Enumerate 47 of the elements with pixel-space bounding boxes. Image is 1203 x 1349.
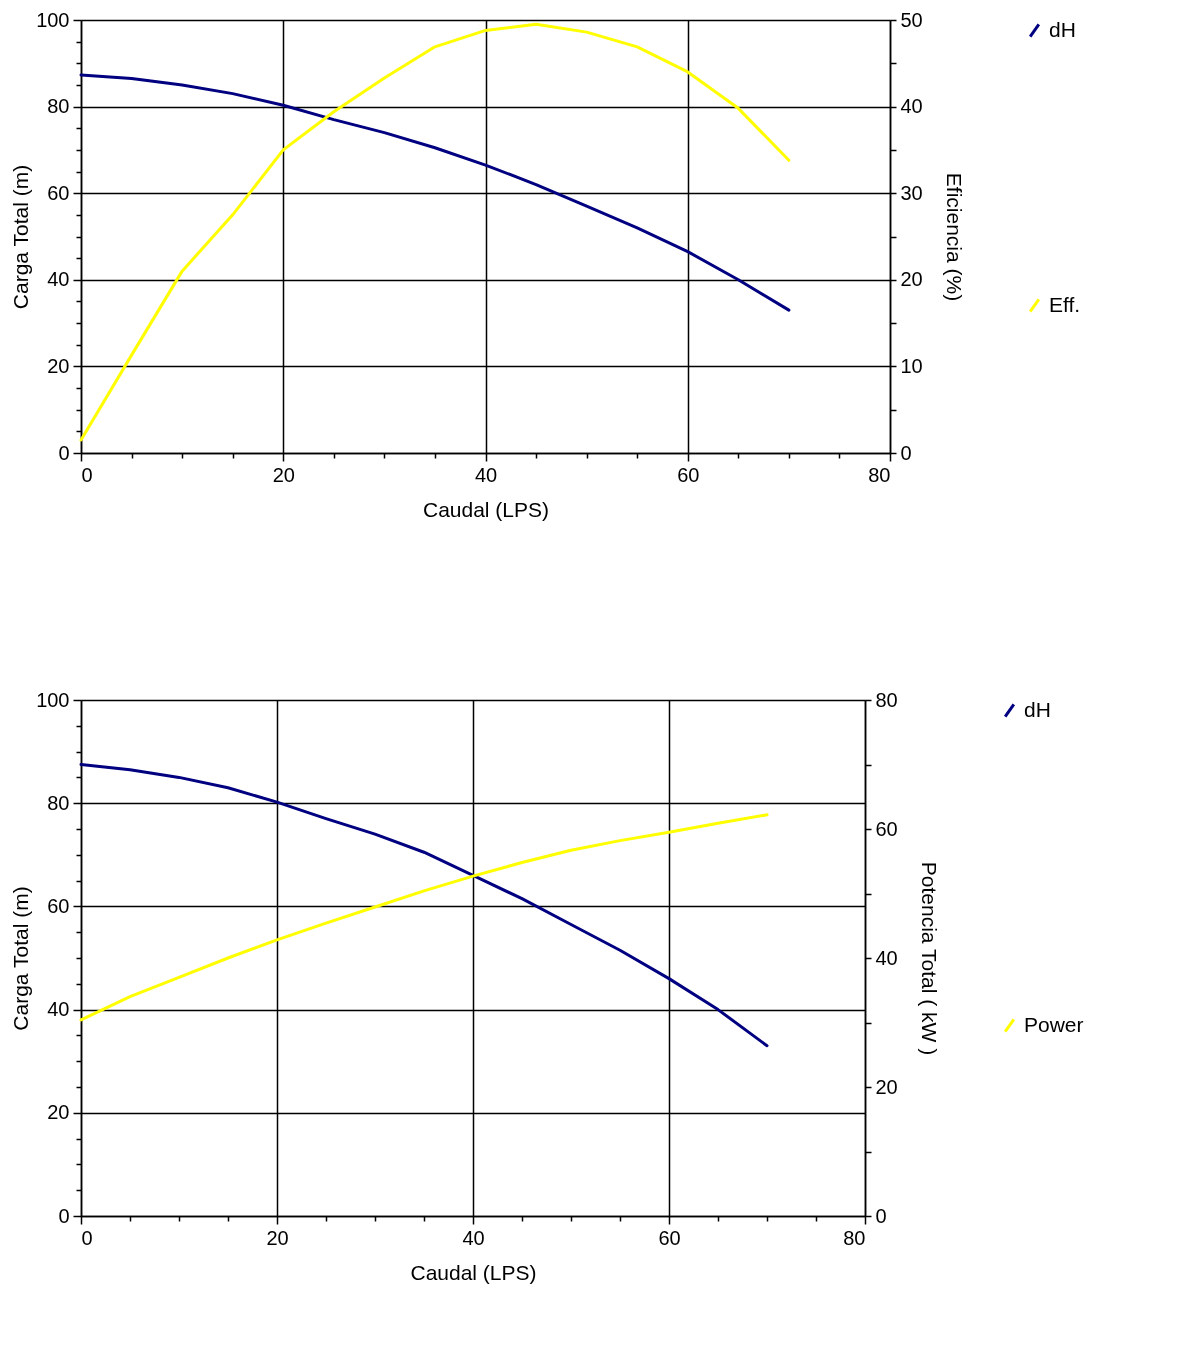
x-tick-label: 80 xyxy=(868,463,891,486)
legend-label: dH xyxy=(1049,17,1076,41)
y2-tick-label: 20 xyxy=(900,268,923,291)
x-tick-label: 80 xyxy=(843,1226,866,1249)
y-tick-label: 40 xyxy=(47,268,70,291)
y2-tick-label: 0 xyxy=(875,1204,887,1227)
line-series xyxy=(79,813,769,1022)
y-tick-label: 80 xyxy=(47,791,70,814)
y-tick-label: 80 xyxy=(47,95,70,118)
x-tick-label: 60 xyxy=(677,463,700,486)
y2-tick-label: 40 xyxy=(900,95,923,118)
legend-label: Power xyxy=(1024,1012,1084,1036)
y-tick-label: 0 xyxy=(58,1204,70,1227)
y-tick-label: 60 xyxy=(47,894,70,917)
y2-tick-label: 20 xyxy=(875,1075,898,1098)
legend-label: dH xyxy=(1024,697,1051,721)
x-axis-title: Caudal (LPS) xyxy=(422,497,550,521)
line-series xyxy=(79,73,791,312)
x-axis-title: Caudal (LPS) xyxy=(410,1260,537,1284)
y-axis-title: Carga Total (m) xyxy=(9,886,33,1031)
x-tick-label: 60 xyxy=(658,1226,681,1249)
y2-tick-label: 50 xyxy=(900,8,923,31)
y2-tick-label: 60 xyxy=(875,817,898,840)
x-tick-label: 40 xyxy=(474,463,498,486)
y-tick-label: 100 xyxy=(36,8,70,31)
x-tick-label: 0 xyxy=(81,1226,93,1249)
y2-tick-label: 30 xyxy=(900,181,923,204)
y-tick-label: 0 xyxy=(58,441,70,464)
y-tick-label: 60 xyxy=(47,181,70,204)
y-tick-label: 40 xyxy=(47,998,70,1021)
x-tick-label: 20 xyxy=(266,1226,289,1249)
y-tick-label: 100 xyxy=(36,688,70,711)
y2-axis-title: Potencia Total ( kW ) xyxy=(917,861,941,1056)
y-tick-label: 20 xyxy=(47,1101,70,1124)
y-axis-title: Carga Total (m) xyxy=(9,164,33,310)
y2-tick-label: 80 xyxy=(875,688,898,711)
y2-tick-label: 0 xyxy=(900,441,912,464)
x-tick-label: 20 xyxy=(272,463,295,486)
x-tick-label: 0 xyxy=(81,463,93,486)
legend-label: Eff. xyxy=(1049,292,1081,316)
y2-tick-label: 40 xyxy=(875,946,898,969)
y2-axis-title: Eficiencia (%) xyxy=(942,172,966,302)
y2-tick-label: 10 xyxy=(900,354,923,377)
y-tick-label: 20 xyxy=(47,354,70,377)
line-series xyxy=(79,22,791,442)
x-tick-label: 40 xyxy=(462,1226,485,1249)
line-series xyxy=(79,763,769,1048)
